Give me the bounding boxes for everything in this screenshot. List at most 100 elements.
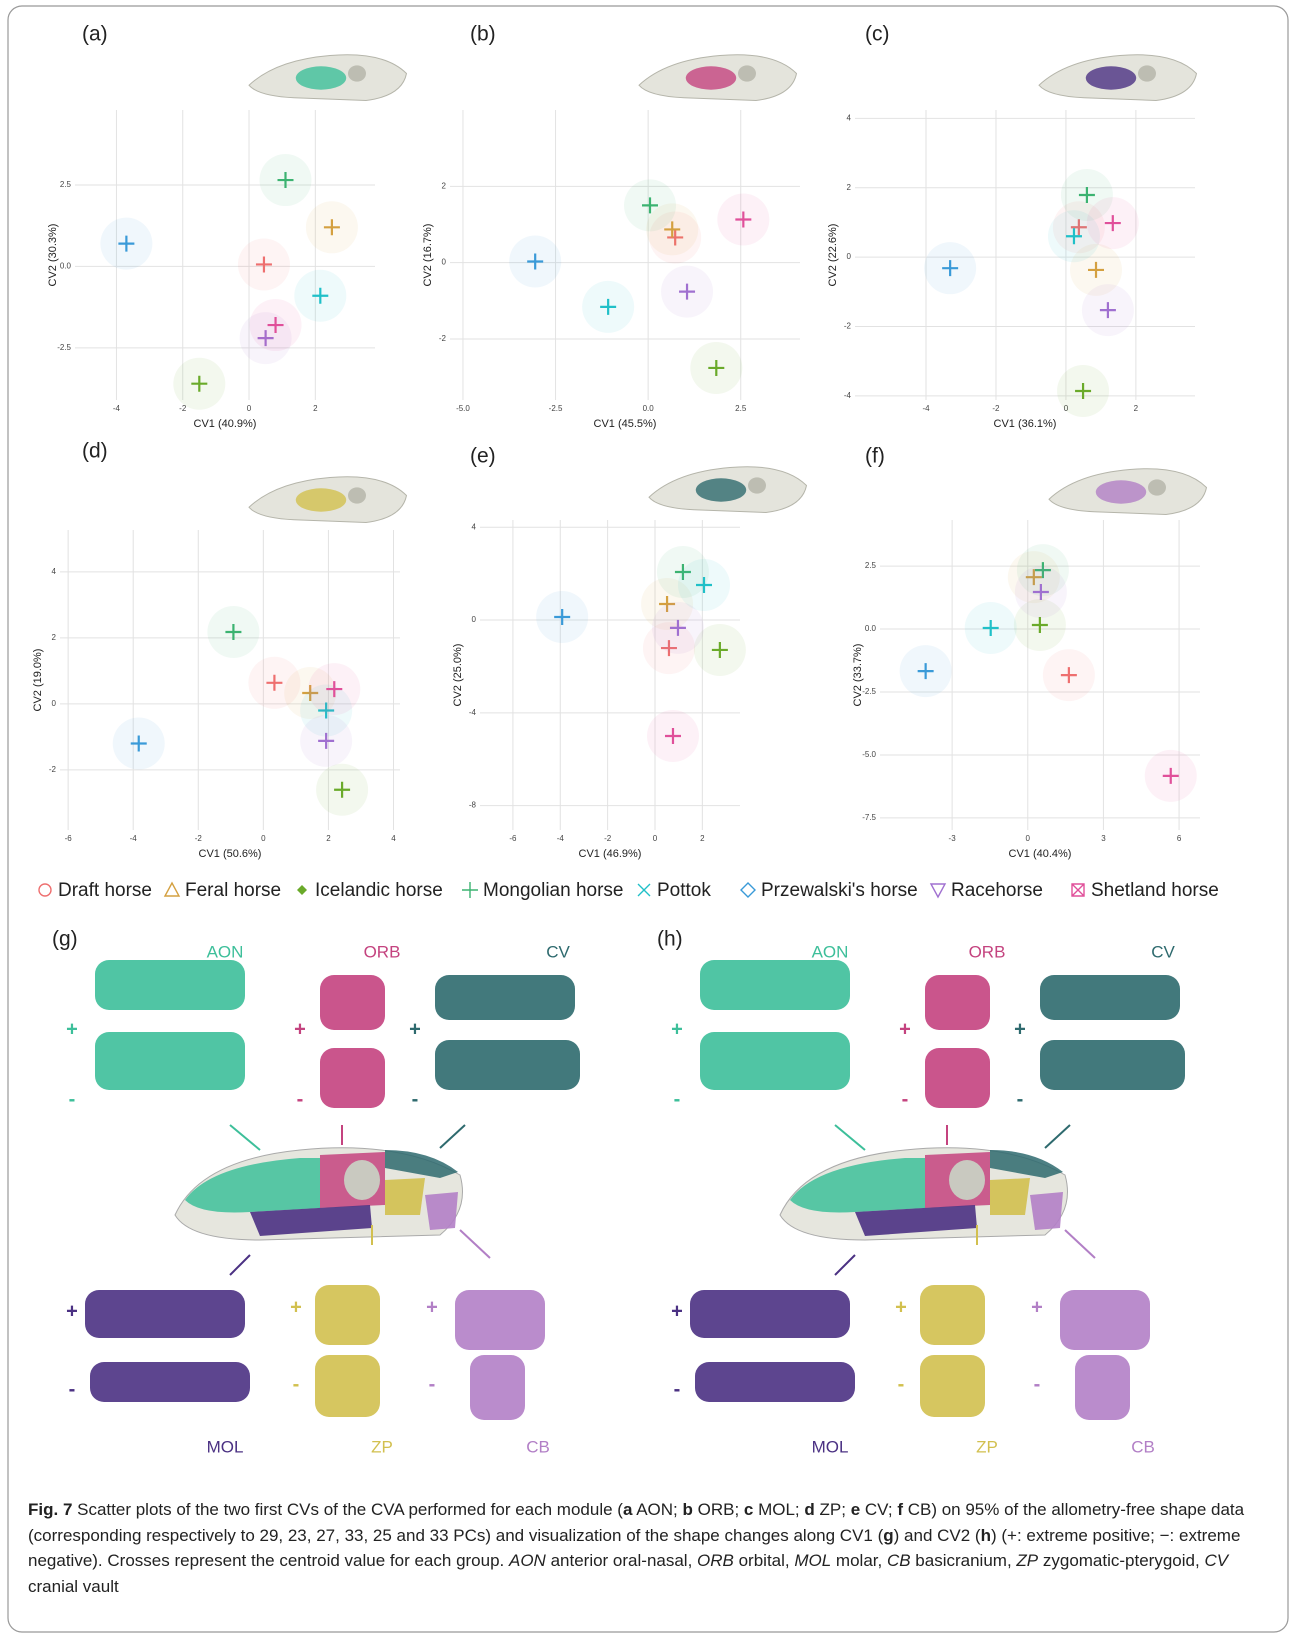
skull-orbit [738, 65, 756, 81]
sign: - [412, 1088, 419, 1110]
legend-marker [931, 884, 945, 897]
module-label: ZP [976, 1437, 998, 1456]
y-tick-label: 0 [472, 615, 477, 624]
x-tick-label: -2 [992, 404, 1000, 413]
module-highlight [696, 478, 746, 501]
connector [835, 1125, 865, 1150]
sign: + [66, 1018, 78, 1040]
y-tick-label: -2.5 [862, 687, 876, 696]
caption-text: ZP [1016, 1551, 1038, 1570]
module-highlight [1096, 480, 1146, 503]
skull-model [175, 1148, 463, 1240]
module-shape [1060, 1290, 1150, 1350]
caption: Fig. 7 Scatter plots of the two first CV… [28, 1497, 1268, 1599]
connector [835, 1255, 855, 1275]
caption-text: a [623, 1500, 632, 1519]
module-shape [85, 1290, 245, 1338]
panel-label: (d) [82, 440, 108, 463]
y-axis-label: CV2 (19.0%) [32, 649, 44, 712]
y-tick-label: -2 [439, 334, 447, 343]
legend-label: Shetland horse [1091, 880, 1219, 901]
module-shape [470, 1355, 525, 1420]
caption-text: ORB [697, 1551, 734, 1570]
y-tick-label: 2.5 [865, 561, 877, 570]
legend-label: Mongolian horse [483, 880, 623, 901]
module-shape [695, 1362, 855, 1402]
x-tick-label: 2 [1134, 404, 1139, 413]
caption-text: orbital, [734, 1551, 794, 1570]
y-tick-label: -8 [469, 801, 477, 810]
x-tick-label: -2 [195, 834, 203, 843]
legend-marker [39, 884, 51, 896]
caption-text: d [804, 1500, 814, 1519]
skull-region [185, 1158, 320, 1213]
module-highlight [686, 66, 736, 89]
y-tick-label: -2 [844, 322, 852, 331]
skull-orbit [1148, 479, 1166, 495]
panel-label: (e) [470, 445, 496, 468]
sign: - [1017, 1088, 1024, 1110]
x-tick-label: 0 [1026, 834, 1031, 843]
caption-text: zygomatic-pterygoid, [1038, 1551, 1204, 1570]
module-shape [315, 1285, 380, 1345]
x-axis-label: CV1 (40.9%) [194, 418, 257, 430]
caption-text: anterior oral-nasal, [546, 1551, 697, 1570]
y-tick-label: 2 [52, 633, 57, 642]
caption-text: CV; [860, 1500, 897, 1519]
module-shape [700, 1032, 850, 1090]
connector [1065, 1230, 1095, 1258]
module-shape [700, 960, 850, 1010]
caption-text: Scatter plots of the two first CVs of th… [72, 1500, 623, 1519]
y-axis-label: CV2 (33.7%) [852, 644, 864, 707]
y-tick-label: 0.0 [865, 624, 877, 633]
caption-text: ) and CV2 ( [894, 1526, 981, 1545]
sign: - [1034, 1373, 1041, 1395]
y-axis-label: CV2 (16.7%) [422, 224, 434, 287]
skull-region [790, 1158, 925, 1213]
module-shape [320, 1048, 385, 1108]
module-shape [920, 1355, 985, 1417]
x-tick-label: -2 [604, 834, 612, 843]
sign: - [674, 1088, 681, 1110]
y-tick-label: 0.0 [60, 262, 72, 271]
connector [230, 1255, 250, 1275]
sign: - [69, 1378, 76, 1400]
module-shape [95, 1032, 245, 1090]
y-tick-label: 0 [847, 252, 852, 261]
legend-label: Pottok [657, 880, 711, 901]
sign: + [1014, 1018, 1026, 1040]
x-tick-label: -4 [557, 834, 565, 843]
caption-text: MOL [794, 1551, 831, 1570]
module-shape [95, 960, 245, 1010]
sign: + [294, 1018, 306, 1040]
y-tick-label: 0 [442, 258, 447, 267]
skull-model [780, 1148, 1068, 1240]
module-shape [320, 975, 385, 1030]
x-tick-label: 2 [700, 834, 705, 843]
module-highlight [296, 66, 346, 89]
y-tick-label: -4 [469, 708, 477, 717]
x-axis-label: CV1 (36.1%) [994, 418, 1057, 430]
skull-orbit [748, 477, 766, 493]
legend-label: Racehorse [951, 880, 1043, 901]
y-tick-label: -4 [844, 391, 852, 400]
module-label: AON [812, 942, 849, 961]
sign: - [674, 1378, 681, 1400]
connector [1045, 1125, 1070, 1148]
x-tick-label: -3 [949, 834, 957, 843]
module-label: ORB [969, 942, 1006, 961]
module-shape [455, 1290, 545, 1350]
x-tick-label: 6 [1177, 834, 1182, 843]
skull-region [385, 1178, 425, 1215]
x-axis-label: CV1 (40.4%) [1009, 848, 1072, 860]
panel-label: (g) [52, 928, 78, 951]
y-tick-label: 0 [52, 699, 57, 708]
x-axis-label: CV1 (45.5%) [594, 418, 657, 430]
sign: + [409, 1018, 421, 1040]
sign: - [429, 1373, 436, 1395]
y-tick-label: 4 [52, 567, 57, 576]
legend-marker [638, 884, 650, 896]
caption-text: MOL; [753, 1500, 804, 1519]
caption-text: CB [887, 1551, 911, 1570]
caption-text: Fig. 7 [28, 1500, 72, 1519]
